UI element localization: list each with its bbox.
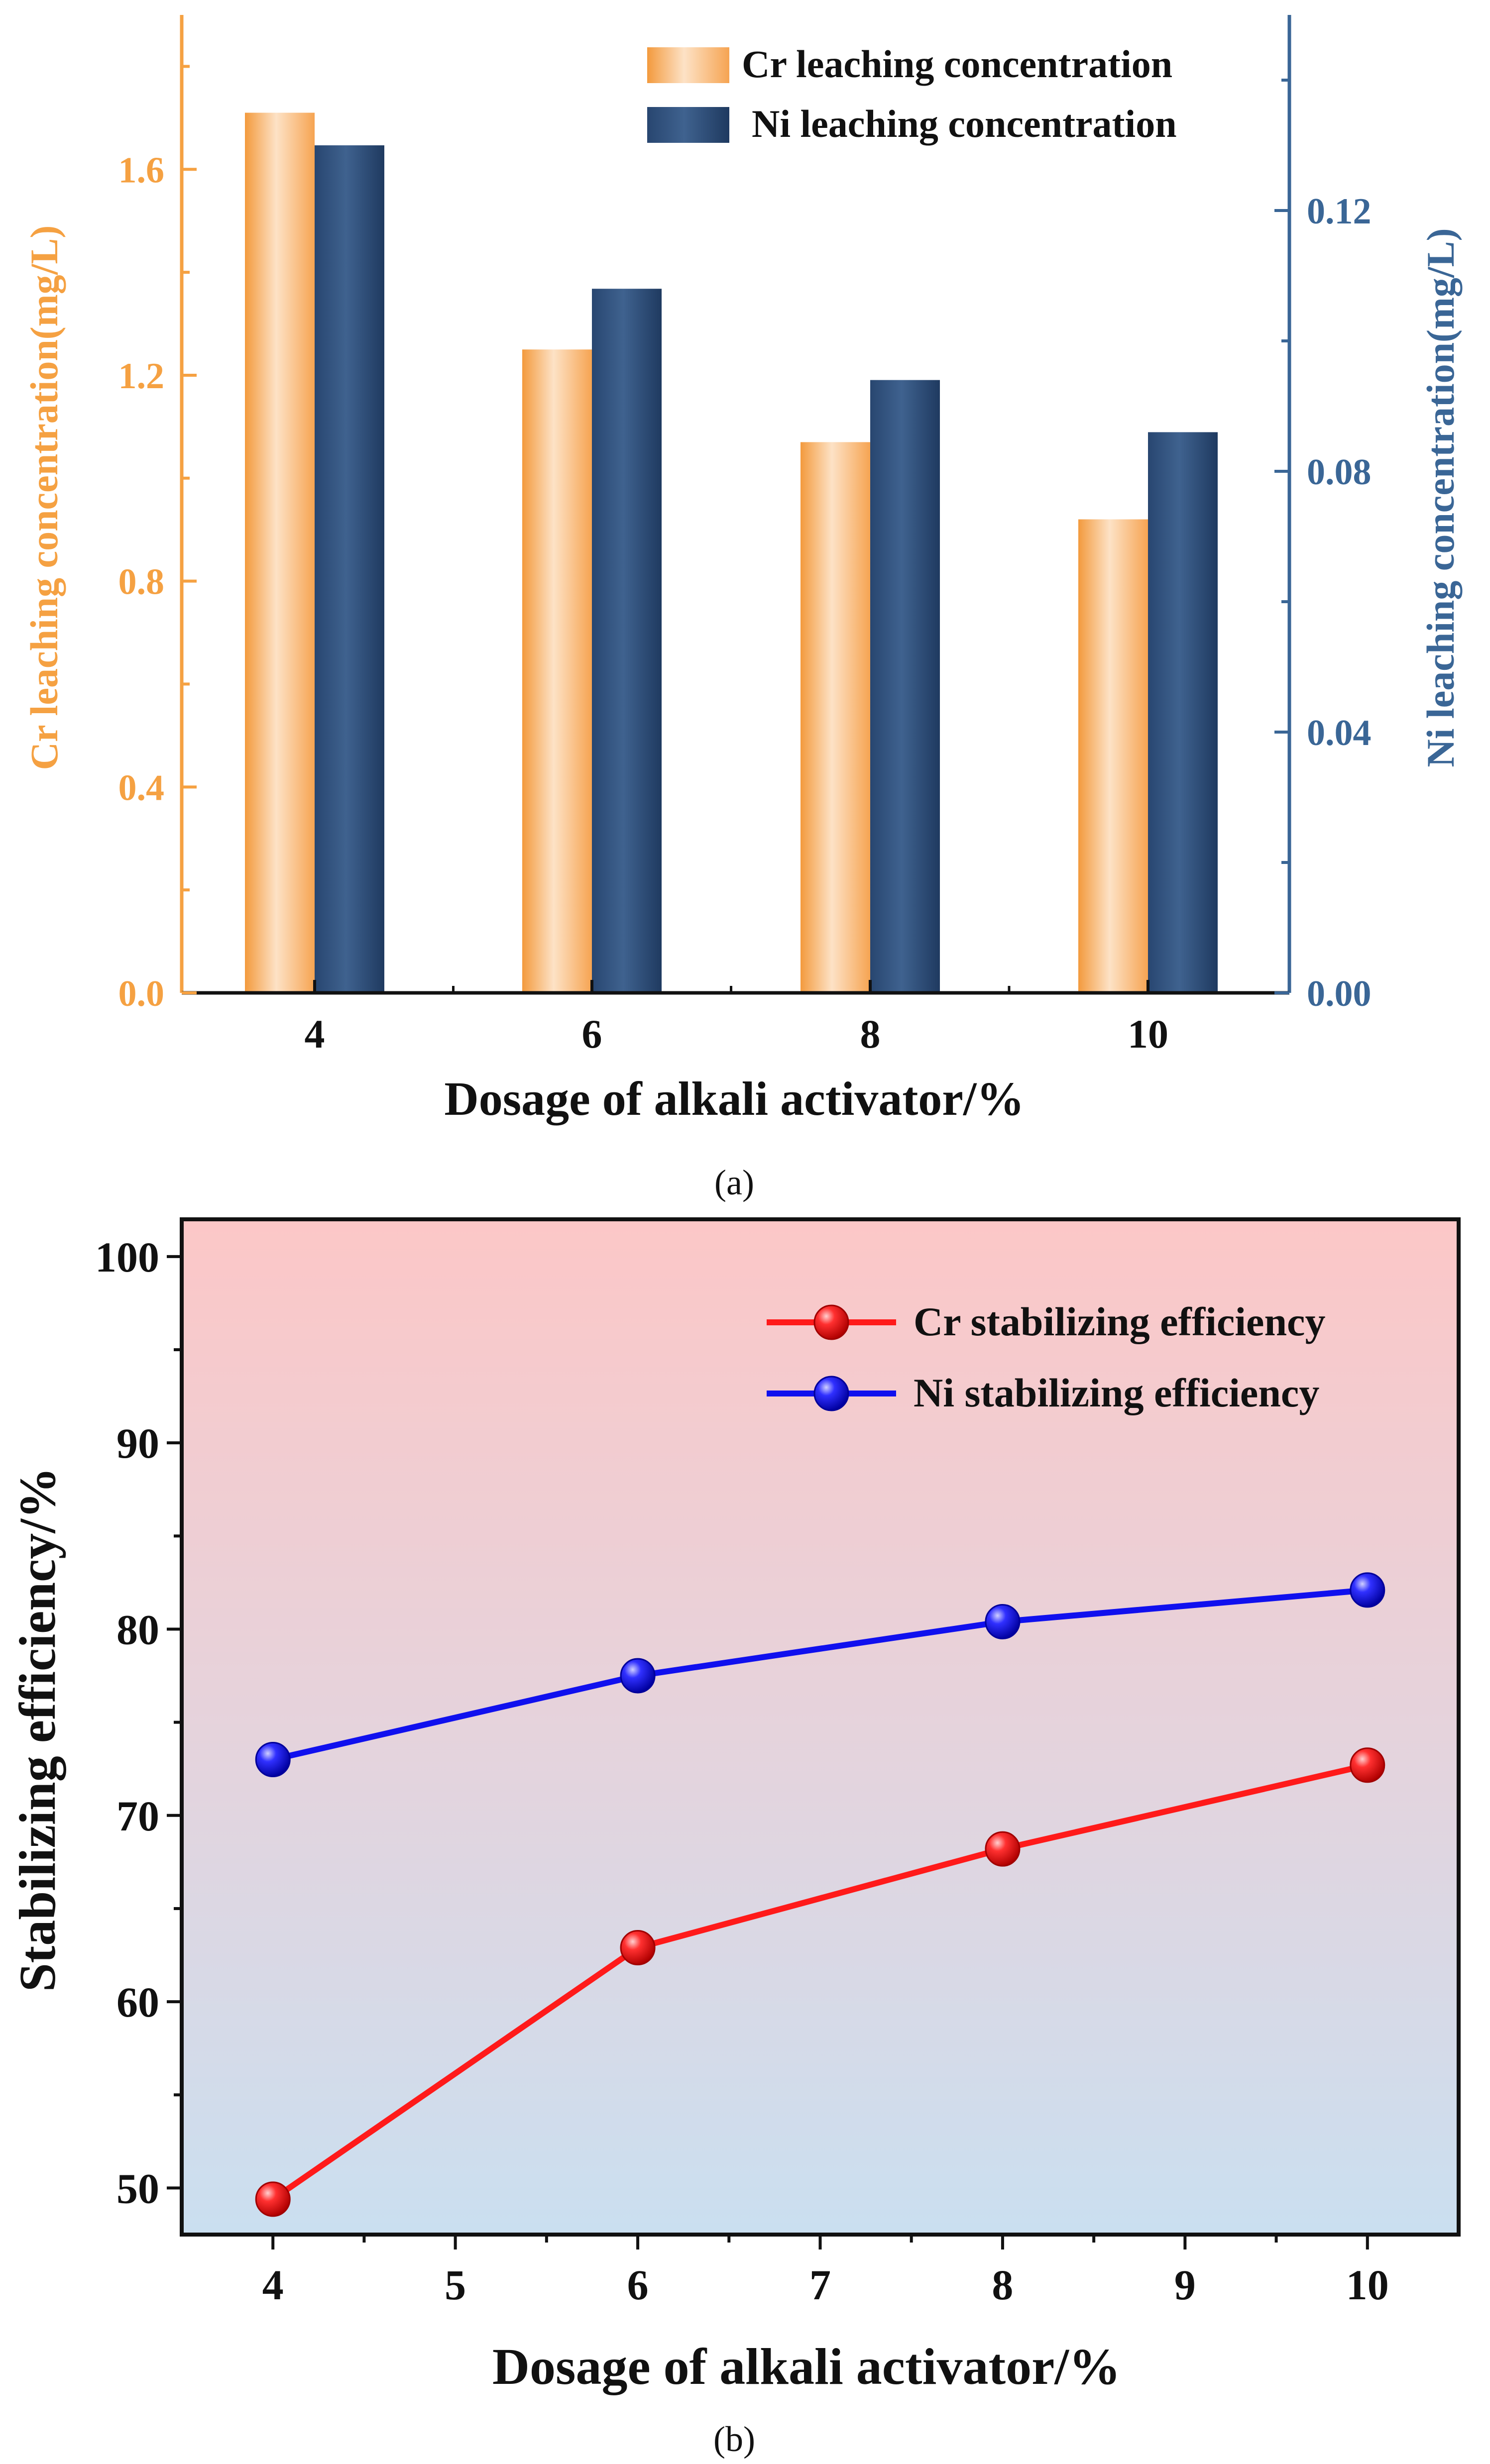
point-cr-10 (1350, 1747, 1385, 1783)
y-left-tick-label: 1.6 (118, 150, 165, 191)
x-tick-label: 5 (445, 2261, 466, 2309)
x-tick-label: 6 (582, 1011, 602, 1057)
legend-swatch-cr (647, 47, 729, 83)
y-tick-label: 80 (116, 1606, 159, 1653)
panel-a-axes (180, 15, 1291, 995)
point-ni-10 (1350, 1572, 1385, 1608)
y-left-tick-label: 1.2 (118, 356, 165, 397)
x-tick-label: 6 (627, 2261, 649, 2309)
x-tick-label: 10 (1128, 1011, 1168, 1057)
y-tick-label: 90 (116, 1419, 159, 1467)
y-tick-label: 70 (116, 1792, 159, 1840)
legend-swatch-ni (647, 107, 729, 143)
line-cr-efficiency (271, 1762, 1369, 2202)
panel-a-caption: (a) (714, 1163, 754, 1202)
point-cr-4 (255, 2181, 291, 2217)
x-tick-label: 10 (1346, 2261, 1389, 2309)
point-cr-8 (985, 1831, 1021, 1867)
legend-label-ni-eff: Ni stabilizing efficiency (914, 1370, 1319, 1415)
x-tick-label: 8 (992, 2261, 1013, 2309)
y-left-tick-label: 0.0 (118, 973, 165, 1014)
bar-ni-6 (592, 289, 662, 993)
panel-a-y-right-label: Ni leaching concentration(mg/L) (1419, 228, 1462, 767)
bar-ni-4 (315, 145, 384, 993)
x-tick-label: 4 (262, 2261, 284, 2309)
y-right-tick-label: 0.08 (1307, 452, 1372, 493)
x-tick-label: 4 (305, 1011, 325, 1057)
panel-a-bar-chart: 0.0 0.4 0.8 1.2 1.6 0.00 0.04 0.08 0.12 4 6 8 10 Cr … (22, 15, 1462, 1202)
y-right-tick-label: 0.00 (1307, 973, 1372, 1014)
panel-a-legend: Cr leaching concentration Ni leaching co… (647, 42, 1177, 145)
panel-b-lines (255, 1572, 1385, 2217)
bar-cr-8 (801, 442, 870, 993)
legend-marker-cr (813, 1304, 849, 1340)
bar-cr-6 (522, 349, 592, 993)
panel-b-line-chart: 50 60 70 80 90 100 4 5 6 7 8 9 10 Cr stabilizing eff… (9, 1217, 1461, 2459)
panel-a-x-label: Dosage of alkali activator/% (444, 1072, 1024, 1125)
legend-label-cr: Cr leaching concentration (742, 42, 1172, 86)
panel-b-y-label: Stabilizing efficiency/% (9, 1467, 66, 1992)
point-ni-4 (255, 1742, 291, 1778)
y-right-tick-label: 0.04 (1307, 713, 1372, 753)
x-tick-label: 9 (1174, 2261, 1196, 2309)
x-tick-label: 8 (860, 1011, 881, 1057)
panel-b-caption: (b) (713, 2419, 755, 2459)
legend-label-cr-eff: Cr stabilizing efficiency (914, 1299, 1325, 1344)
point-cr-6 (620, 1930, 656, 1966)
panel-a-bars (245, 112, 1218, 993)
y-left-tick-label: 0.8 (118, 562, 165, 603)
line-ni-efficiency (272, 1587, 1368, 1763)
bar-cr-10 (1078, 519, 1148, 993)
legend-label-ni: Ni leaching concentration (752, 102, 1177, 145)
y-tick-label: 50 (116, 2164, 159, 2212)
x-tick-label: 7 (809, 2261, 831, 2309)
point-ni-6 (620, 1658, 656, 1694)
bar-ni-8 (870, 380, 940, 993)
panel-a-y-left-label: Cr leaching concentration(mg/L) (22, 225, 66, 770)
legend-marker-ni (813, 1376, 849, 1411)
y-tick-label: 60 (116, 1978, 159, 2026)
panel-b-legend: Cr stabilizing efficiency Ni stabilizing… (767, 1299, 1325, 1415)
y-left-tick-label: 0.4 (118, 767, 165, 808)
bar-ni-10 (1148, 432, 1218, 993)
y-tick-label: 100 (95, 1233, 159, 1281)
panel-a-ticks: 0.0 0.4 0.8 1.2 1.6 0.00 0.04 0.08 0.12 4 6 8 10 (118, 65, 1372, 1057)
bar-cr-4 (245, 112, 315, 993)
panel-b-x-label: Dosage of alkali activator/% (492, 2338, 1121, 2395)
point-ni-8 (985, 1604, 1021, 1640)
panel-b-ticks: 50 60 70 80 90 100 4 5 6 7 8 9 10 (95, 1233, 1389, 2309)
y-right-tick-label: 0.12 (1307, 191, 1372, 232)
